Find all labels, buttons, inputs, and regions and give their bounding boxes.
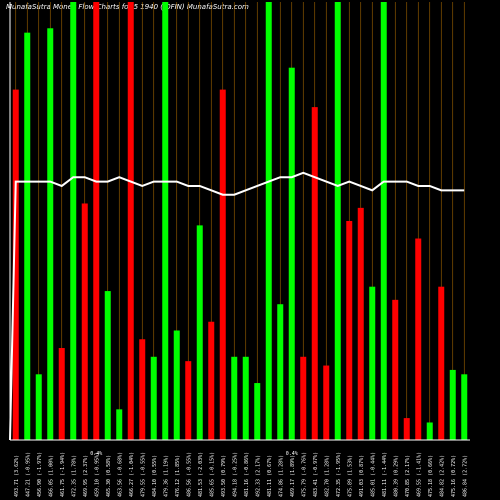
x-tick-label: 485.01 (-0.44%) [370,452,376,497]
bar [438,286,445,440]
x-tick-label: 469.95 (2.37%) [83,455,89,497]
x-tick-label: 475.79 (-0.76%) [301,452,307,497]
bar [162,2,169,440]
x-tick-label: 475.18 (0.66%) [428,455,434,497]
bar [173,330,180,440]
x-tick-label: 463.56 (-0.68%) [117,452,123,497]
x-tick-label: 482.70 (1.28%) [324,455,330,497]
bar [334,2,341,440]
bar [392,299,399,440]
bar [323,365,330,440]
x-tick-label: 484.10 (0.55%) [152,455,158,497]
x-tick-label: 481.11 (-1.44%) [382,452,388,497]
mid-label: 0.4% [90,451,102,457]
x-tick-label: 469.17 (1.89%) [290,455,296,497]
x-tick-label: 479.55 (-0.55%) [140,452,146,497]
bar [288,67,295,440]
bar [242,356,249,440]
x-tick-label: 475.89 (1.53%) [347,455,353,497]
bar [277,304,284,440]
bar [300,356,307,440]
x-tick-label: 476.12 (1.85%) [175,455,181,497]
bar [35,374,42,440]
x-tick-label: 469.55 (-1.41%) [416,452,422,497]
bar [403,418,410,440]
x-tick-label: 479.36 (1.19%) [163,455,169,497]
x-tick-label: 494.18 (-0.25%) [232,452,238,497]
bar [219,89,226,440]
bar [12,89,19,440]
bar [346,221,353,440]
bar [127,2,134,440]
x-tick-label: 484.82 (2.42%) [439,455,445,497]
bar [116,409,123,440]
x-tick-label: 485.65 (-0.15%) [209,452,215,497]
x-tick-label: 461.75 (-1.94%) [60,452,66,497]
x-tick-label: 459.10 (-0.95%) [94,452,100,497]
x-tick-label: 486.56 (-0.55%) [186,452,192,497]
bar [104,291,111,440]
x-tick-label: 491.03 (0.87%) [359,455,365,497]
chart-title: MunafaSutra Money Flow Charts for 5 1940… [6,3,249,11]
bar [58,348,65,440]
x-tick-label: 465.30 (0.58%) [106,455,112,497]
x-tick-label: 466.27 (-1.04%) [129,452,135,497]
bar [426,422,433,440]
bar [357,207,364,440]
bar [208,321,215,440]
x-tick-label: 474.86 (1.28%) [278,455,284,497]
mid-label: 0.4% [286,451,298,457]
x-tick-label: 481.53 (-2.03%) [198,452,204,497]
bar [70,2,77,440]
bar [24,32,31,440]
x-tick-label: 493.71 (3.62%) [14,455,20,497]
x-tick-label: 486.84 (2.72%) [462,455,468,497]
bar [47,28,54,441]
money-flow-line [9,171,465,441]
x-tick-label: 481.16 (-0.86%) [244,452,250,497]
x-tick-label: 480.39 (0.29%) [393,455,399,497]
x-tick-label: 475.16 (0.72%) [451,455,457,497]
bar [93,2,100,440]
x-tick-label: 483.41 (-0.97%) [313,452,319,497]
bar [254,383,261,440]
bar [265,2,272,440]
bar [311,107,318,441]
bar [461,374,468,440]
bar [415,238,422,440]
bar [81,203,88,440]
x-tick-label: 472.35 (1.78%) [71,455,77,497]
bar [185,361,192,440]
x-tick-label: 466.05 (1.00%) [48,455,54,497]
x-tick-label: 447.21 (-0.95%) [25,452,31,497]
x-tick-label: 470.85 (2.17%) [405,455,411,497]
bar [380,2,387,440]
bar [196,225,203,440]
bar [449,369,456,440]
bar [369,286,376,440]
x-tick-label: 456.90 (-1.97%) [37,452,43,497]
x-tick-label: 472.35 (-1.95%) [336,452,342,497]
x-tick-label: 481.11 (0.67%) [267,455,273,497]
bar [139,339,146,440]
bar [231,356,238,440]
x-tick-label: 493.50 (0.79%) [221,455,227,497]
bar [150,356,157,440]
x-tick-label: 492.33 (2.17%) [255,455,261,497]
